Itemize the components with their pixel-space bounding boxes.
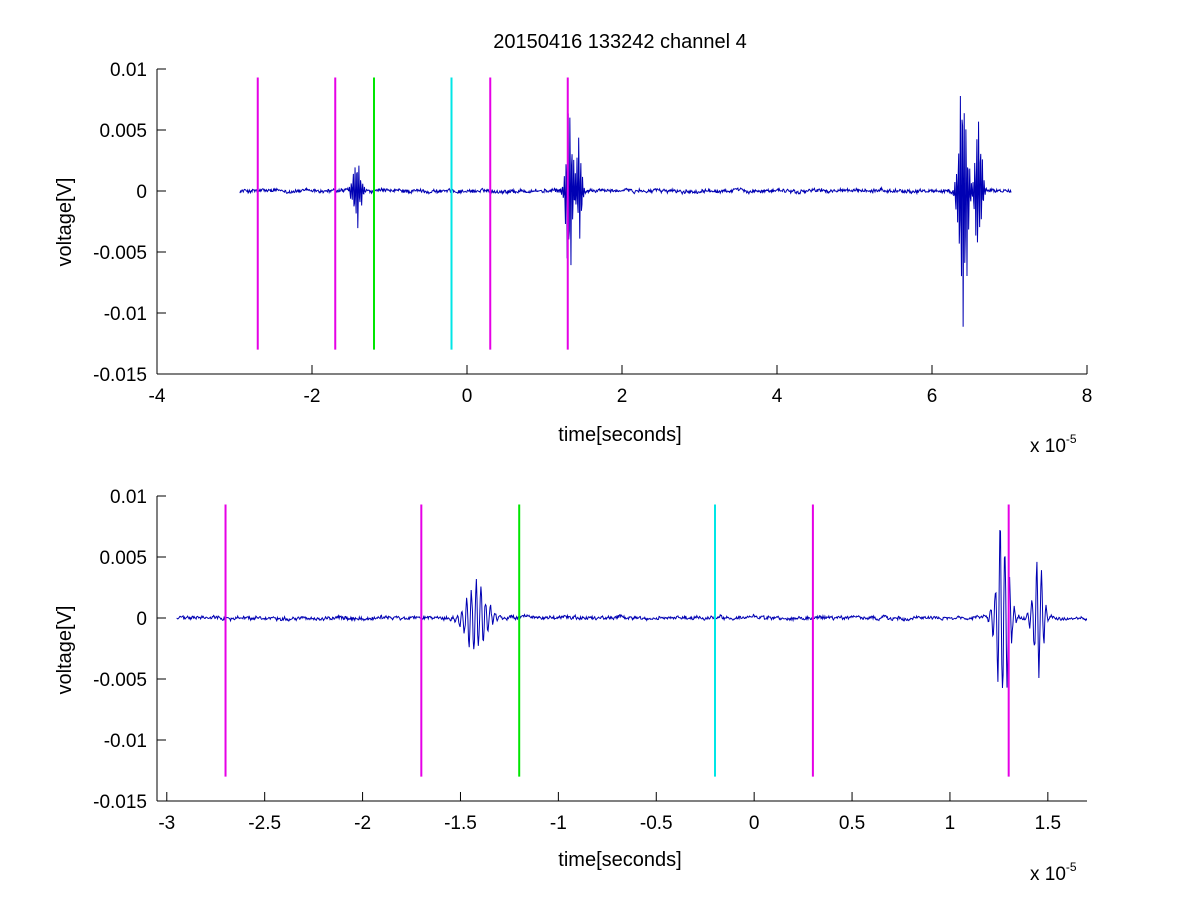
y-tick-label: 0.005	[99, 121, 147, 142]
x-tick-label: -2	[354, 813, 371, 834]
bottom-plot-ylabel: voltage[V]	[54, 606, 76, 695]
top-plot-xlabel: time[seconds]	[558, 424, 681, 446]
y-tick-label: 0.01	[110, 60, 147, 81]
y-tick-label: 0	[136, 609, 147, 630]
top-plot-ylabel: voltage[V]	[54, 178, 76, 267]
x-tick-label: 4	[772, 386, 783, 407]
x-tick-label: -2	[304, 386, 321, 407]
x-tick-label: -1.5	[444, 813, 477, 834]
signal-trace	[239, 95, 1012, 327]
top-plot-x-multiplier-exponent: -5	[1066, 432, 1077, 446]
y-tick-label: -0.015	[93, 365, 147, 386]
x-tick-label: -4	[149, 386, 166, 407]
x-tick-label: 0	[462, 386, 473, 407]
bottom-plot-x-multiplier: x 10-5	[1030, 860, 1077, 885]
y-tick-label: 0.005	[99, 548, 147, 569]
x-tick-label: 1.5	[1035, 813, 1061, 834]
top-plot-x-multiplier-base: x 10	[1030, 436, 1066, 457]
y-tick-label: -0.015	[93, 792, 147, 813]
y-tick-label: -0.005	[93, 243, 147, 264]
x-tick-label: -1	[550, 813, 567, 834]
x-tick-label: 6	[927, 386, 938, 407]
x-tick-label: 1	[945, 813, 956, 834]
x-tick-label: -0.5	[640, 813, 673, 834]
x-tick-label: 8	[1082, 386, 1093, 407]
x-tick-label: -3	[158, 813, 175, 834]
x-tick-label: 0.5	[839, 813, 865, 834]
x-tick-label: -2.5	[248, 813, 281, 834]
y-tick-label: -0.01	[104, 304, 147, 325]
bottom-plot: time[seconds] voltage[V] x 10-5 -3 -2.5 -2…	[54, 487, 1087, 885]
y-tick-label: -0.005	[93, 670, 147, 691]
x-tick-label: 2	[617, 386, 628, 407]
figure-title: 20150416 133242 channel 4	[493, 31, 747, 53]
bottom-plot-x-multiplier-exponent: -5	[1066, 860, 1077, 874]
y-tick-label: 0	[136, 182, 147, 203]
bottom-plot-xlabel: time[seconds]	[558, 849, 681, 871]
bottom-plot-x-multiplier-base: x 10	[1030, 864, 1066, 885]
x-tick-label: 0	[749, 813, 760, 834]
top-plot-x-multiplier: x 10-5	[1030, 432, 1077, 457]
y-tick-label: 0.01	[110, 487, 147, 508]
top-plot: time[seconds] voltage[V] x 10-5 -4 -2 0 2 4 6…	[54, 60, 1092, 457]
signal-trace	[176, 529, 1087, 689]
y-tick-label: -0.01	[104, 731, 147, 752]
